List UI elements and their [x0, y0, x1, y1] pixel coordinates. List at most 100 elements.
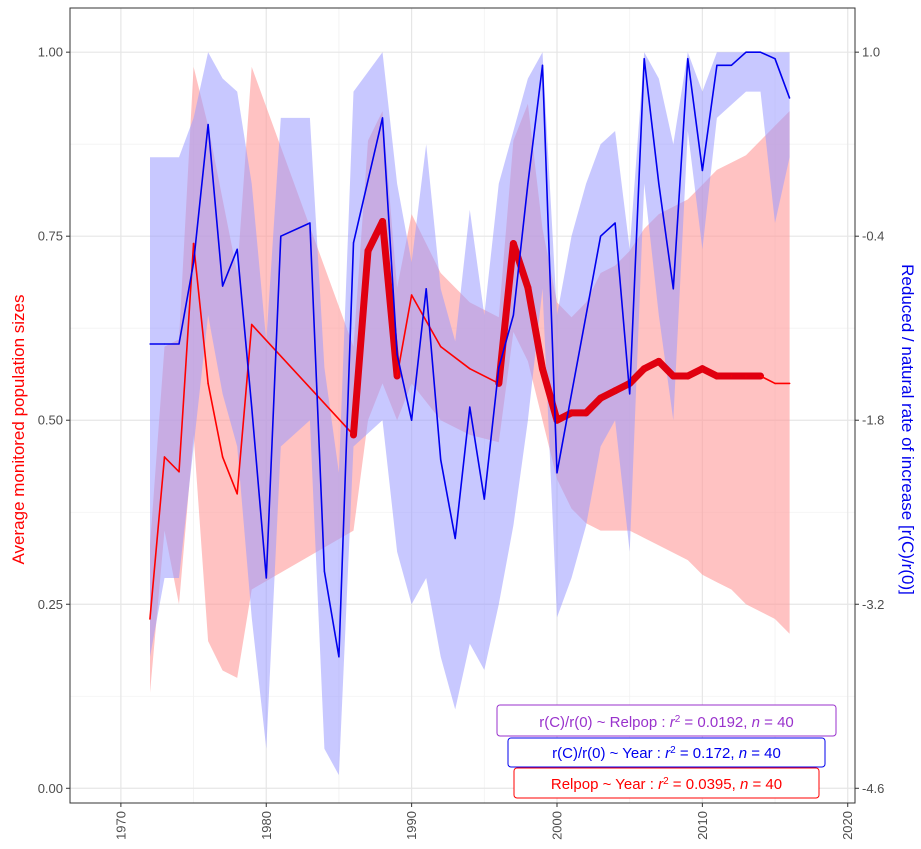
rc-point	[440, 459, 442, 461]
rc-point	[163, 343, 166, 345]
rc-point	[745, 51, 747, 53]
rc-point	[629, 393, 631, 395]
x-tick-label: 2010	[695, 811, 710, 840]
relpop-point	[687, 375, 689, 377]
rc-point	[614, 222, 616, 224]
relpop-point	[759, 375, 762, 377]
rc-point	[788, 97, 791, 99]
relpop-point	[251, 323, 253, 326]
relpop-line-segment	[468, 367, 500, 385]
relpop-line-segment	[178, 242, 195, 473]
y-right-tick-label: 1.0	[862, 45, 880, 60]
relpop-point	[222, 456, 224, 458]
rc-point	[527, 183, 529, 185]
relpop-point	[381, 220, 384, 223]
y-left-tick-label: 0.50	[38, 413, 63, 428]
y-right-tick-label: -1.8	[862, 413, 884, 428]
rc-point	[192, 261, 195, 264]
rc-point	[396, 353, 398, 356]
rc-point	[251, 406, 253, 408]
relpop-line-segment	[250, 323, 355, 436]
relpop-line-segment	[149, 456, 166, 620]
rc-point	[309, 222, 311, 224]
relpop-point	[774, 382, 776, 385]
relpop-line-segment	[439, 345, 471, 370]
y-left-tick-label: 0.75	[38, 229, 63, 244]
rc-point	[207, 123, 209, 126]
y-right-tick-label: -0.4	[862, 229, 884, 244]
rc-point	[658, 183, 660, 185]
relpop-line-segment	[192, 242, 209, 385]
y-left-tick-label: 1.00	[38, 45, 63, 60]
rc-point	[541, 64, 544, 66]
rc-point	[774, 58, 776, 60]
relpop-line-segment	[759, 375, 776, 385]
relpop-point	[600, 397, 602, 399]
relpop-point	[716, 375, 718, 377]
rc-point	[730, 64, 733, 66]
rc-point	[701, 169, 703, 172]
relpop-point	[498, 382, 500, 385]
rc-point	[585, 314, 587, 316]
annotation-text: Relpop ~ Year : r2 = 0.0395, n = 40	[551, 776, 782, 794]
rc-point	[643, 58, 645, 60]
annotation-text: r(C)/r(0) ~ Relpop : r2 = 0.0192, n = 40	[539, 714, 794, 732]
rc-point	[338, 656, 340, 658]
rc-point	[556, 472, 558, 474]
rc-point	[498, 367, 500, 369]
relpop-point	[236, 493, 238, 495]
relpop-point	[527, 287, 529, 289]
relpop-line-segment	[236, 323, 253, 495]
relpop-point	[701, 368, 703, 370]
relpop-point	[788, 382, 791, 385]
relpop-point	[745, 375, 747, 377]
rc-point	[411, 419, 413, 421]
relpop-point	[658, 360, 660, 362]
rc-point	[280, 235, 282, 237]
relpop-point	[585, 412, 587, 414]
series-lines	[149, 51, 791, 658]
rc-point	[759, 51, 762, 53]
rc-point	[425, 288, 427, 290]
relpop-point	[730, 375, 733, 377]
relpop-point	[163, 456, 166, 458]
relpop-point	[541, 368, 544, 370]
x-tick-label: 1980	[259, 811, 274, 840]
rc-point	[570, 393, 573, 395]
annotation-box	[507, 737, 826, 768]
rc-point	[323, 570, 325, 572]
rc-point	[483, 498, 485, 500]
rc-point	[716, 64, 718, 66]
rc-point	[381, 117, 384, 119]
relpop-point	[614, 390, 616, 392]
rc-point	[265, 577, 267, 579]
annotation-box	[496, 704, 837, 737]
relpop-point	[207, 382, 209, 385]
relpop-point	[469, 368, 471, 370]
x-tick-label: 1990	[404, 811, 419, 840]
relpop-line-segment	[509, 240, 532, 292]
rc-point	[352, 242, 355, 244]
x-tick-label: 1970	[113, 811, 128, 840]
rc-point	[469, 406, 471, 408]
relpop-point	[556, 419, 558, 421]
y-right-tick-label: -3.2	[862, 597, 884, 612]
relpop-line-segment	[207, 382, 224, 458]
annotation-box	[513, 767, 820, 799]
relpop-point	[192, 242, 195, 245]
relpop-line-segment	[379, 217, 401, 380]
relpop-point	[149, 618, 151, 620]
rc-point	[178, 343, 180, 345]
relpop-point	[570, 412, 573, 414]
rc-point	[512, 314, 514, 316]
relpop-point	[411, 294, 413, 296]
relpop-line-segment	[524, 284, 546, 373]
relpop-point	[178, 471, 180, 473]
relpop-line-segment	[221, 456, 238, 495]
rc-point	[454, 537, 456, 540]
y-axis-title-right: Reduced / natural rate of increase [r(C)…	[898, 264, 917, 595]
relpop-point	[396, 375, 398, 377]
relpop-point	[440, 346, 442, 348]
y-left-tick-label: 0.25	[38, 597, 63, 612]
